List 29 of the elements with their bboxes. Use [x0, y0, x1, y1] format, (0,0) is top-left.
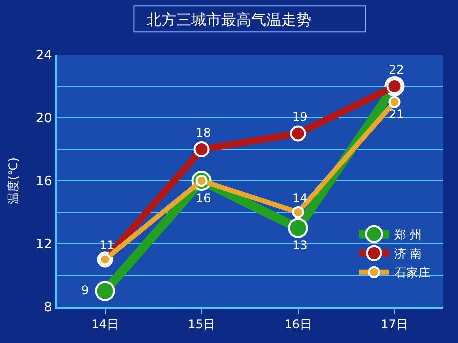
data-label: 22 — [381, 62, 408, 77]
data-label: 21 — [381, 108, 408, 122]
y-axis-title: 温度(℃) — [6, 158, 21, 204]
data-label: 11 — [92, 238, 119, 252]
y-tick-label: 20 — [36, 112, 52, 127]
data-label: 9 — [74, 283, 93, 298]
x-tick-label: 14日 — [92, 317, 119, 332]
data-label: 16 — [188, 191, 216, 206]
y-tick-label: 8 — [44, 300, 52, 316]
data-label: 14 — [284, 191, 312, 206]
data-label: 13 — [284, 238, 312, 252]
x-tick-label: 17日 — [381, 317, 408, 332]
point — [290, 126, 306, 142]
legend-label: 济 南 — [394, 247, 422, 262]
x-tick-label: 16日 — [284, 317, 312, 332]
point — [95, 281, 116, 302]
point — [292, 206, 304, 218]
point — [288, 218, 308, 238]
y-tick-label: 24 — [36, 48, 52, 64]
x-tick-label: 15日 — [188, 317, 216, 332]
point — [194, 142, 210, 158]
y-tick-label: 16 — [36, 174, 52, 190]
legend-label: 石家庄 — [394, 266, 430, 280]
legend-label: 郑 州 — [394, 228, 422, 242]
y-tick-label: 12 — [36, 238, 52, 253]
data-label: 18 — [188, 126, 216, 140]
chart-title: 北方三城市最高气温走势 — [146, 10, 312, 29]
point — [388, 96, 401, 108]
data-label: 19 — [284, 110, 312, 124]
